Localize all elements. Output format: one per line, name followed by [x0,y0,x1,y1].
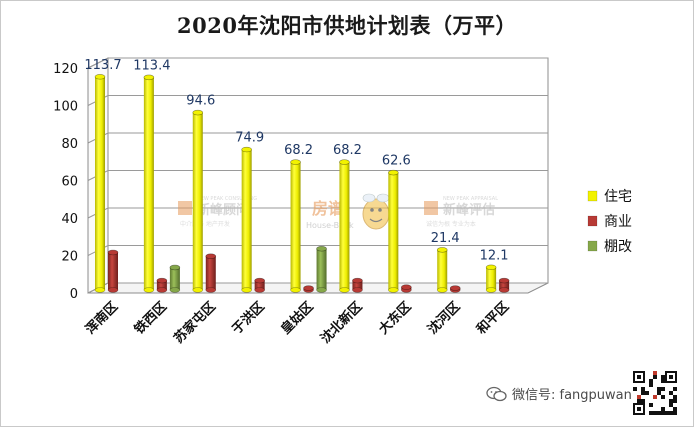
data-label: 12.1 [480,248,509,263]
x-tick-label: 苏家屯区 [171,299,219,347]
x-tick-label: 沈河区 [424,299,463,338]
bar-commercial [156,277,168,293]
logo-name: 新峰评估 [443,202,495,218]
logo-sub: 中介服务 地产开发 [180,220,230,228]
bar-commercial [254,277,265,293]
logo-en: NEW PEAK CONSULTING [197,196,257,202]
logo-mark-icon [178,201,192,215]
y-tick-label: 80 [61,137,78,152]
data-label: 62.6 [382,154,411,169]
y-tick-label: 20 [61,250,78,265]
bar-commercial [107,249,119,293]
legend-swatch [587,240,598,252]
data-label: 113.4 [133,58,170,73]
bar-residential [94,74,106,293]
x-tick-label: 皇姑区 [278,299,317,338]
data-label: 21.4 [431,231,460,246]
x-tick-label: 铁西区 [130,299,170,339]
gridline [87,207,548,219]
gridline [87,245,548,256]
x-tick-label: 沈北新区 [317,299,365,347]
data-labels: 113.7 113.4 94.6 74.9 68.2 68.2 62.6 21.4 12.1 [84,58,508,264]
legend-label: 棚改 [604,239,632,255]
gridlines [87,57,548,294]
bar-renovation [316,246,327,293]
data-label: 74.9 [235,131,264,146]
bar-residential [388,169,399,293]
legend-swatch [587,190,598,202]
x-tick-label: 大东区 [376,299,415,338]
bar-residential [290,159,301,293]
legend-swatch [587,215,598,227]
logo-name: 房谱 [312,199,344,218]
gridline [87,170,548,181]
wechat-watermark: 微信号: fangpuwang [486,384,640,403]
bar-commercial [303,285,314,293]
x-axis: 浑南区 铁西区 苏家屯区 于洪区 皇姑区 沈北新区 大东区 沈河区 和平区 [82,299,512,347]
bar-residential [241,146,252,293]
chart-title: 2020年沈阳市供地计划表（万平） [177,13,517,38]
data-label: 113.7 [84,58,121,73]
wechat-icon [486,386,508,402]
bar-residential [436,247,448,293]
data-label: 94.6 [186,94,215,109]
legend-label: 商业 [604,214,632,230]
bars [94,74,510,293]
logo-sub: 诚信为根 专业为本 [426,220,476,228]
bar-residential [143,74,155,293]
y-tick-label: 100 [53,100,78,115]
bar-residential [192,109,204,293]
bar-commercial [352,277,363,293]
logo-en: House-Book [306,221,354,230]
logo-house-book: 房谱 House-Book [306,193,390,230]
y-tick-label: 120 [53,62,78,77]
gridline [87,95,548,106]
gridline [87,57,548,69]
y-tick-label: 40 [61,212,78,227]
gridline [87,132,548,144]
logo-mark-icon [424,201,438,215]
bar-residential [485,264,497,293]
data-label: 68.2 [333,143,362,158]
legend-label: 住宅 [604,189,632,205]
logo-en: NEW PEAK APPRAISAL [443,196,498,202]
bar-commercial [449,285,461,293]
logo-name: 新峰顾问 [197,202,249,218]
y-axis: 0 20 40 60 80 100 120 [53,62,89,302]
bar-commercial [498,277,510,293]
x-tick-label: 浑南区 [82,299,121,338]
bee-mascot-icon [362,193,390,230]
x-tick-label: 于洪区 [229,299,268,338]
y-tick-label: 0 [70,287,78,302]
wechat-id: 微信号: fangpuwang [512,388,641,403]
x-tick-label: 和平区 [473,299,512,338]
data-label: 68.2 [284,143,313,158]
qr-code-icon [632,370,678,416]
bar-commercial [401,284,412,293]
bar-residential [339,159,350,293]
bar-commercial [205,253,217,293]
y-tick-label: 60 [61,175,78,190]
bar-renovation [169,264,181,293]
